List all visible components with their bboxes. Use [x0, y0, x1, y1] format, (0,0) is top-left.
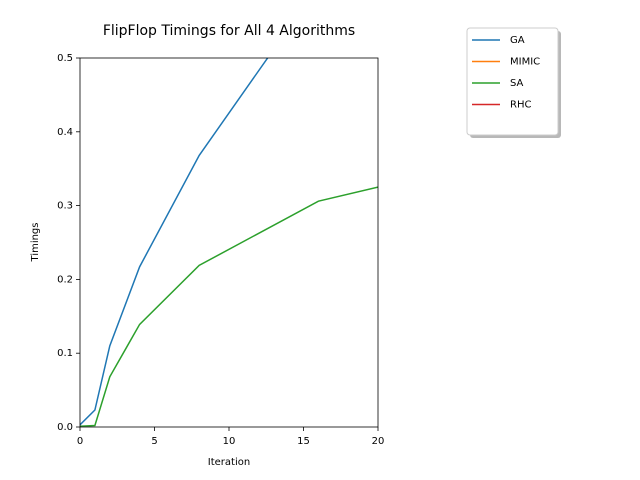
x-tick-label: 5	[151, 436, 157, 447]
x-tick-label: 0	[77, 436, 83, 447]
y-tick-label: 0.0	[57, 422, 73, 433]
y-tick-label: 0.2	[57, 274, 73, 285]
legend-label: SA	[510, 78, 524, 89]
y-tick-label: 0.4	[57, 127, 73, 138]
legend-box	[466, 27, 559, 136]
legend-label: MIMIC	[510, 57, 540, 68]
plot-frame	[79, 57, 379, 428]
y-tick-label: 0.5	[57, 53, 73, 64]
x-axis-label: Iteration	[208, 457, 250, 468]
y-axis-label: Timings	[30, 223, 41, 263]
series-line	[80, 58, 269, 426]
y-tick-label: 0.3	[57, 201, 73, 212]
x-tick-label: 15	[297, 436, 310, 447]
legend-label: GA	[510, 35, 525, 46]
x-tick-label: 20	[372, 436, 385, 447]
x-tick-label: 10	[223, 436, 236, 447]
y-tick-label: 0.1	[57, 348, 73, 359]
chart-title: FlipFlop Timings for All 4 Algorithms	[103, 23, 355, 39]
plot-area	[80, 58, 378, 427]
series-line	[80, 186, 378, 427]
legend-label: RHC	[510, 100, 531, 111]
